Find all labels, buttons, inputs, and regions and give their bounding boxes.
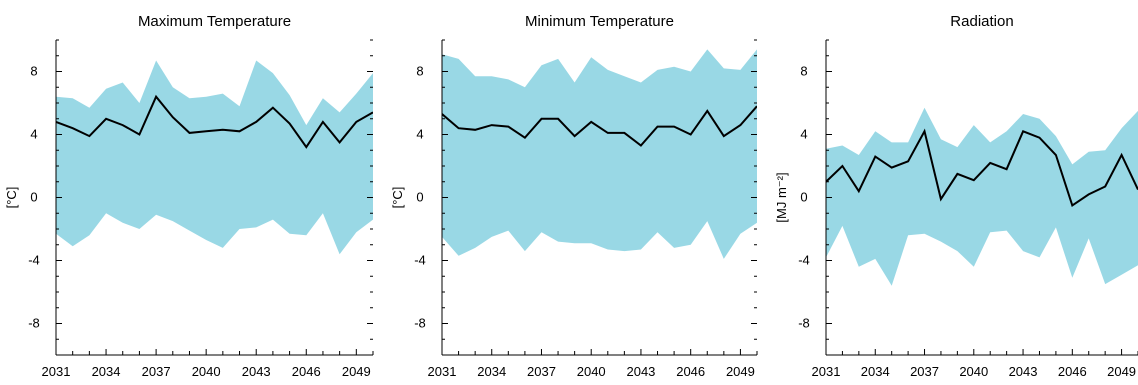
x-tick-label: 2031 [42, 364, 71, 379]
y-tick-label: 4 [416, 127, 423, 142]
y-tick-label: 8 [416, 64, 423, 79]
y-tick-label: 8 [800, 64, 807, 79]
x-tick-label: 2043 [1009, 364, 1038, 379]
x-tick-label: 2037 [527, 364, 556, 379]
x-tick-label: 2031 [428, 364, 457, 379]
x-tick-label: 2034 [477, 364, 506, 379]
x-tick-label: 2037 [910, 364, 939, 379]
y-tick-label: 4 [800, 127, 807, 142]
x-tick-label: 2049 [342, 364, 371, 379]
y-tick-label: 8 [30, 64, 37, 79]
x-tick-label: 2043 [626, 364, 655, 379]
mean-line [442, 105, 757, 147]
x-tick-label: 2040 [192, 364, 221, 379]
x-tick-label: 2037 [142, 364, 171, 379]
mean-line [826, 128, 1138, 207]
y-tick-label: 4 [30, 127, 37, 142]
spread-band [56, 60, 373, 255]
x-tick-label: 2040 [577, 364, 606, 379]
x-tick-label: 2034 [92, 364, 121, 379]
x-tick-label: 2043 [242, 364, 271, 379]
chart-panel-2: 2031 2034 2037 2040 2043 2046 2049 -8 -4 0 4 8 Minim… [390, 13, 758, 379]
spread-band [442, 49, 757, 259]
chart-title: Minimum Temperature [525, 13, 674, 30]
x-tick-label: 2046 [292, 364, 321, 379]
y-axis-label: [°C] [4, 187, 19, 209]
chart-panel-1: 2031 2034 2037 2040 2043 2046 2049 -8 -4 0 4 8 Maxim… [4, 13, 374, 379]
x-tick-label: 2049 [1107, 364, 1136, 379]
y-tick-label: -4 [798, 253, 810, 268]
y-tick-label: 0 [800, 190, 807, 205]
x-tick-label: 2046 [1058, 364, 1087, 379]
y-tick-label: 0 [30, 190, 37, 205]
y-tick-label: -4 [28, 253, 40, 268]
chart-panel-3: 2031 2034 2037 2040 2043 2046 2049 -8 -4 0 4 8 Radia… [774, 13, 1138, 379]
y-tick-label: 0 [416, 190, 423, 205]
y-tick-label: -8 [798, 316, 810, 331]
chart-title: Maximum Temperature [138, 13, 291, 30]
x-tick-label: 2046 [676, 364, 705, 379]
y-tick-label: -8 [414, 316, 426, 331]
y-tick-label: -8 [28, 316, 40, 331]
x-tick-label: 2049 [726, 364, 755, 379]
x-tick-label: 2040 [959, 364, 988, 379]
spread-band [826, 107, 1138, 286]
x-tick-label: 2034 [861, 364, 890, 379]
mean-line [56, 94, 373, 149]
chart-title: Radiation [950, 13, 1013, 30]
y-axis-label: [MJ m⁻²] [774, 172, 789, 222]
y-tick-label: -4 [414, 253, 426, 268]
y-axis-label: [°C] [390, 187, 405, 209]
x-tick-label: 2031 [812, 364, 841, 379]
